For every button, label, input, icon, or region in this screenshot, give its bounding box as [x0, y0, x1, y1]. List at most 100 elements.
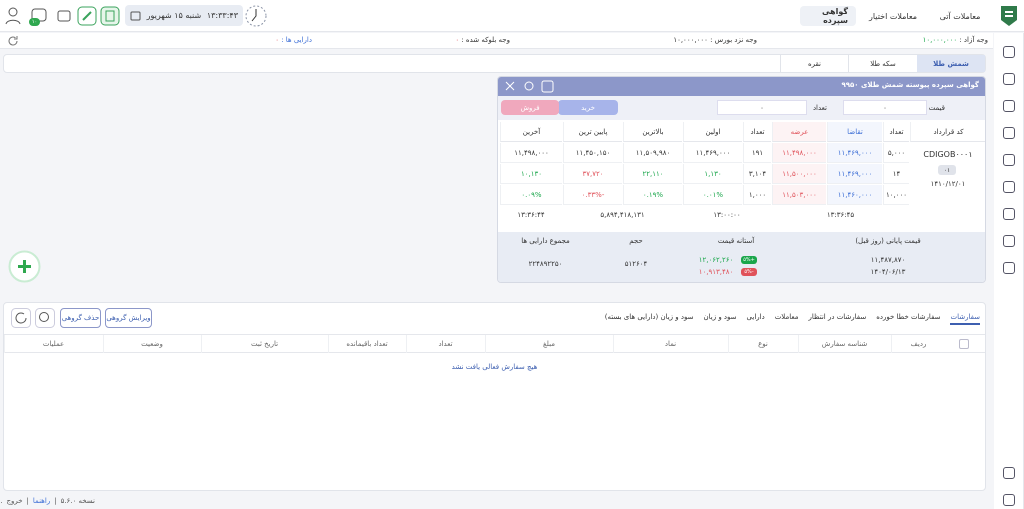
- time: ۱۳:۳۳:۴۳: [206, 11, 238, 20]
- orders-column: تعداد باقیمانده: [328, 335, 405, 353]
- qty-label: تعداد: [812, 104, 827, 112]
- orders-tab[interactable]: سفارشات: [950, 313, 980, 325]
- orders-tab[interactable]: معاملات: [774, 313, 799, 321]
- quote-cell: ۱۰,۰۰۰: [883, 185, 909, 205]
- qty-input[interactable]: ۰: [717, 100, 807, 115]
- quote-cell: ۱۱,۴۶۰,۰۰۰: [827, 185, 882, 205]
- sidebar-icon[interactable]: [1003, 154, 1015, 166]
- summary-cell: ۵,۸۹۴,۴۱۸,۱۳۱: [600, 211, 645, 219]
- quote-cell: ۵,۰۰۰: [883, 143, 909, 163]
- column-header: اولین: [683, 122, 742, 142]
- buy-btn[interactable]: خرید: [558, 100, 618, 115]
- quote-cell: ۰.۰۱%: [683, 185, 742, 205]
- quote-cell: ۰.۱۹%: [623, 185, 682, 205]
- empty-message: هیچ سفارش فعالی یافت نشد: [451, 363, 538, 371]
- date: شنبه ۱۵ شهریور: [146, 11, 202, 20]
- select-all[interactable]: [959, 339, 969, 349]
- tab-options[interactable]: معاملات اختیار: [869, 11, 918, 21]
- more[interactable]: ...: [0, 497, 3, 505]
- bulk-delete-btn[interactable]: حذف گروهی: [60, 308, 101, 328]
- orders-column: وضعیت: [103, 335, 200, 353]
- quote-cell: ۳,۱۰۴: [743, 164, 771, 184]
- price-input[interactable]: ۰: [843, 100, 927, 115]
- label: وجه نزد بورس :: [710, 36, 757, 44]
- logout-link[interactable]: خروج: [6, 497, 23, 505]
- orders-tabs: سفارشات سفارشات خطا خورده سفارشات در انتظا…: [605, 313, 980, 325]
- sidebar-icon[interactable]: [1003, 262, 1015, 274]
- tab-certificate[interactable]: گواهی سپرده: [800, 6, 856, 26]
- orders-tab[interactable]: سفارشات خطا خورده: [876, 313, 941, 321]
- help-link[interactable]: راهنما: [32, 497, 51, 505]
- sidebar-icon[interactable]: [1003, 100, 1015, 112]
- clock-icon: [245, 5, 267, 27]
- panel-actions[interactable]: [504, 80, 556, 93]
- info-header: حجم: [629, 236, 643, 245]
- tab-futures[interactable]: معاملات آتی: [939, 11, 981, 21]
- sidebar-icon[interactable]: [1003, 181, 1015, 193]
- label: وجه آزاد :: [959, 36, 988, 44]
- message-badge: ۱۰: [29, 18, 40, 26]
- sidebar-icon[interactable]: [1003, 46, 1015, 58]
- orders-panel: سفارشات سفارشات خطا خورده سفارشات در انتظا…: [3, 302, 986, 491]
- exchange-cash: وجه نزد بورس : ۱۰,۰۰۰,۰۰۰: [673, 36, 757, 44]
- value: ۱۰,۰۰۰,۰۰۰: [673, 36, 708, 44]
- column-header: تعداد: [883, 122, 909, 142]
- orders-column: تاریخ ثبت: [201, 335, 327, 353]
- sell-btn[interactable]: فروش: [501, 100, 559, 115]
- sep: |: [26, 497, 29, 505]
- sidebar-icon[interactable]: [1003, 494, 1015, 506]
- value: ۱۰,۰۰۰,۰۰۰: [922, 36, 958, 44]
- dashboard-btn[interactable]: [100, 6, 120, 26]
- orders-tab[interactable]: سود و زیان (دارایی های بسته): [604, 313, 694, 321]
- asset-tab[interactable]: شمش طلا: [917, 55, 985, 72]
- sidebar-icon[interactable]: [1003, 235, 1015, 247]
- logo: [1001, 6, 1017, 26]
- asset-tabs: شمش طلا سکه طلا نقره: [3, 54, 986, 73]
- user-btn[interactable]: [4, 6, 22, 26]
- link-btn[interactable]: [77, 6, 97, 26]
- summary-cell: ۱۳:۳۶:۴۵: [826, 211, 855, 219]
- quote-cell: ۱۰,۱۳۰: [500, 164, 562, 184]
- refresh-btn[interactable]: [7, 35, 19, 47]
- quote-cell: ۱۱,۵۰۹,۹۸۰: [623, 143, 682, 163]
- upper-pct: +۵%: [741, 256, 757, 264]
- sidebar-icon[interactable]: [1003, 127, 1015, 139]
- orders-tab[interactable]: سفارشات در انتظار: [808, 313, 867, 321]
- quote-cell: ۱۱,۴۵۰,۱۵۰: [563, 143, 622, 163]
- orders-column: عملیات: [4, 335, 102, 353]
- asset-tab[interactable]: سکه طلا: [848, 55, 917, 72]
- balance-bar: وجه آزاد : ۱۰,۰۰۰,۰۰۰ وجه نزد بورس : ۱۰,…: [0, 33, 993, 49]
- orders-column: شناسه سفارش: [798, 335, 890, 353]
- top-bar: معاملات آتی معاملات اختیار گواهی سپرده ۱…: [0, 0, 1024, 32]
- panel-header: گواهی سپرده پیوسته شمش طلای ۹۹۵۰: [498, 77, 985, 96]
- upper-limit: ۱۲,۰۶۲,۲۶۰: [698, 255, 734, 264]
- order-form: قیمت ۰ تعداد ۰ خرید فروش: [498, 96, 985, 120]
- asset-tab[interactable]: نقره: [780, 55, 848, 72]
- info-header: آستانه قیمت: [717, 236, 755, 245]
- orders-column: ردیف: [891, 335, 945, 353]
- quote-cell: ۲۲,۱۱۰: [623, 164, 682, 184]
- calc-btn[interactable]: [54, 6, 74, 26]
- price-label: قیمت: [928, 104, 945, 112]
- total-assets: ۲۲۴۸۹۲۲۵۰: [528, 260, 563, 268]
- sidebar-icon[interactable]: [1003, 208, 1015, 220]
- quote-cell: ۱۹۱: [743, 143, 771, 163]
- sidebar-icon[interactable]: [1003, 467, 1015, 479]
- orders-tab[interactable]: سود و زیان: [703, 313, 737, 321]
- reload-btn[interactable]: [11, 308, 31, 328]
- add-btn[interactable]: [8, 250, 41, 283]
- bulk-edit-btn[interactable]: ویرایش گروهی: [105, 308, 152, 328]
- orders-header: [4, 334, 985, 353]
- quote-cell: ۱۱,۵۰۳,۰۰۰: [772, 185, 826, 205]
- orders-column: نوع: [728, 335, 797, 353]
- summary-cell: ۱۳:۳۶:۴۴: [517, 211, 545, 219]
- contract-date: ۱۴۱۰/۱۲/۰۱: [930, 180, 966, 188]
- column-header: تقاضا: [827, 122, 882, 142]
- sidebar-icon[interactable]: [1003, 73, 1015, 85]
- orders-tab[interactable]: دارایی: [746, 313, 765, 321]
- orders-column: نماد: [613, 335, 727, 353]
- quote-cell: ۰.۰۹%: [500, 185, 562, 205]
- close-date: ۱۴۰۴/۰۶/۱۳: [870, 267, 906, 276]
- search-btn[interactable]: [35, 308, 55, 328]
